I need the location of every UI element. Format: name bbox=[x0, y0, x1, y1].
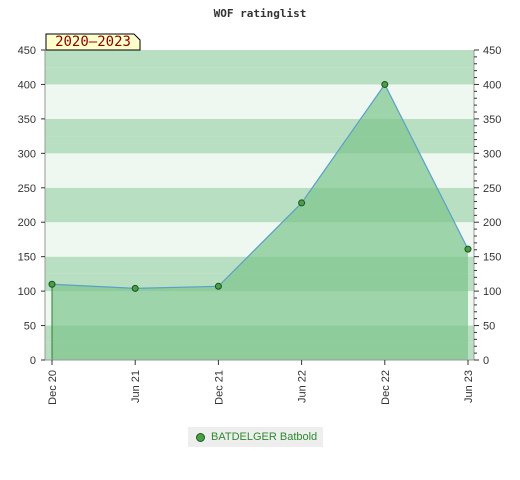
y-tick-label-left: 300 bbox=[18, 148, 36, 160]
data-point bbox=[214, 282, 222, 290]
data-point bbox=[381, 80, 389, 88]
data-point bbox=[464, 245, 472, 253]
grid-band bbox=[45, 84, 474, 102]
legend-marker bbox=[196, 432, 205, 442]
y-tick-label-right: 50 bbox=[483, 321, 495, 333]
y-tick-label-right: 300 bbox=[483, 148, 501, 160]
series-area bbox=[51, 83, 469, 360]
legend-label: BATDELGER Batbold bbox=[211, 431, 318, 443]
area-fill bbox=[52, 84, 468, 360]
y-tick-label-right: 400 bbox=[483, 79, 501, 91]
y-tick-label-right: 100 bbox=[483, 286, 501, 298]
x-tick-label: Jun 22 bbox=[297, 370, 309, 403]
axes: 0 0 50 50 100 100 150 150 200 200 250 250 300 300 350 3… bbox=[18, 45, 502, 405]
grid-band bbox=[45, 101, 474, 119]
date-range-label: 2020–2023 bbox=[55, 34, 131, 50]
y-tick-label-left: 0 bbox=[30, 355, 36, 367]
x-tick-label: Dec 21 bbox=[213, 370, 225, 405]
y-tick-label-left: 450 bbox=[18, 45, 36, 57]
y-tick-label-left: 400 bbox=[18, 79, 36, 91]
grid-band bbox=[45, 50, 474, 68]
data-point bbox=[131, 284, 139, 292]
data-point bbox=[298, 199, 306, 207]
y-tick-label-right: 150 bbox=[483, 252, 501, 264]
x-tick-label: Dec 22 bbox=[380, 370, 392, 405]
x-tick-label: Jun 23 bbox=[463, 370, 475, 403]
chart-title: WOF ratinglist bbox=[214, 7, 307, 20]
series-points bbox=[48, 80, 472, 292]
y-tick-label-right: 250 bbox=[483, 183, 501, 195]
y-tick-label-left: 250 bbox=[18, 183, 36, 195]
y-tick-label-right: 450 bbox=[483, 45, 501, 57]
y-tick-label-left: 100 bbox=[18, 286, 36, 298]
y-tick-label-right: 350 bbox=[483, 114, 501, 126]
y-tick-label-right: 200 bbox=[483, 217, 501, 229]
x-tick-label: Dec 20 bbox=[47, 370, 59, 405]
series-line bbox=[51, 83, 469, 289]
y-tick-label-left: 50 bbox=[24, 321, 36, 333]
x-tick-label: Jun 21 bbox=[130, 370, 142, 403]
y-tick-label-right: 0 bbox=[483, 355, 489, 367]
grid-band bbox=[45, 67, 474, 85]
data-point bbox=[48, 280, 56, 288]
y-tick-label-left: 350 bbox=[18, 114, 36, 126]
date-range-badge: 2020–2023 bbox=[45, 33, 141, 51]
y-tick-label-left: 200 bbox=[18, 217, 36, 229]
legend: BATDELGER Batbold bbox=[188, 427, 324, 447]
y-tick-label-left: 150 bbox=[18, 252, 36, 264]
